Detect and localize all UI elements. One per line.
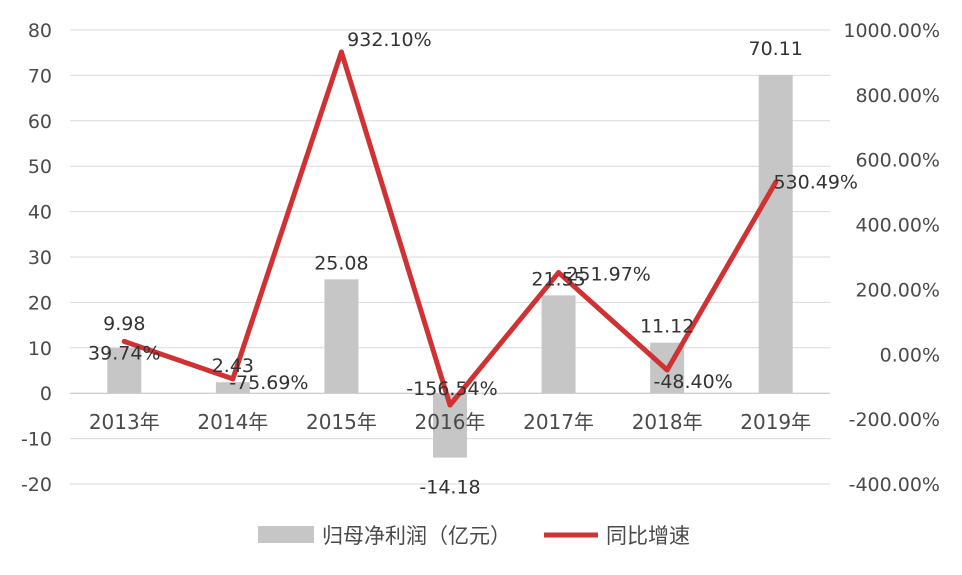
bar [215, 382, 250, 394]
line-value-label: 932.10% [347, 29, 432, 51]
category-label: 2014年 [197, 410, 268, 434]
right-tick-label: 1000.00% [843, 20, 940, 42]
right-tick-label: -200.00% [849, 409, 940, 431]
bar-value-label: 11.12 [640, 316, 694, 338]
bar [324, 279, 359, 394]
right-tick-label: 200.00% [855, 279, 940, 301]
line-value-label: -75.69% [229, 372, 308, 394]
bar-value-label: 25.08 [314, 252, 368, 274]
line-point [338, 49, 344, 55]
line-point [121, 338, 127, 344]
left-tick-label: 60 [28, 111, 52, 133]
left-tick-label: 70 [28, 65, 52, 87]
right-tick-label: 400.00% [855, 215, 940, 237]
bar-value-label: 9.98 [103, 313, 145, 335]
left-tick-label: 40 [28, 202, 52, 224]
growth-line [121, 49, 779, 408]
legend-bar-swatch [258, 526, 314, 543]
legend-bar-label: 归母净利润（亿元） [322, 524, 511, 548]
bar-value-label: 2.43 [212, 355, 254, 377]
bar [541, 295, 576, 394]
line-series [121, 49, 779, 408]
left-tick-label: 30 [28, 247, 52, 269]
bar-value-label: -14.18 [419, 477, 480, 499]
bar-value-label: 21.55 [531, 268, 585, 290]
left-tick-label: 20 [28, 292, 52, 314]
bar [758, 74, 793, 394]
line-point [664, 367, 670, 373]
left-tick-label: -10 [21, 429, 52, 451]
bar-series [107, 74, 793, 458]
line-point [447, 402, 453, 408]
line-value-label: 39.74% [88, 342, 160, 364]
left-y-axis: 80 70 60 50 40 30 20 10 0 -10 -20 [21, 20, 52, 496]
left-tick-label: 50 [28, 156, 52, 178]
legend: 归母净利润（亿元） 同比增速 [258, 524, 690, 548]
line-value-label: -156.54% [406, 378, 497, 400]
category-label: 2018年 [632, 410, 703, 434]
x-axis: 2013年 2014年 2015年 2016年 2017年 2018年 2019年 [89, 410, 811, 434]
right-tick-label: -400.00% [849, 474, 940, 496]
right-tick-label: 800.00% [855, 85, 940, 107]
line-value-label: -48.40% [653, 371, 732, 393]
left-tick-label: 80 [28, 20, 52, 42]
line-point [773, 179, 779, 185]
bar-value-label: 70.11 [749, 38, 803, 60]
category-label: 2019年 [740, 410, 811, 434]
category-label: 2015年 [306, 410, 377, 434]
data-labels: 9.98 2.43 25.08 -14.18 21.55 11.12 70.11 39.74%… [88, 29, 858, 499]
left-tick-label: 0 [40, 383, 52, 405]
left-tick-label: -20 [21, 474, 52, 496]
line-value-label: 251.97% [566, 264, 651, 286]
line-point [556, 270, 562, 276]
legend-line-label: 同比增速 [606, 524, 690, 548]
category-label: 2016年 [415, 410, 486, 434]
right-y-axis: 1000.00% 800.00% 600.00% 400.00% 200.00% 0.00… [843, 20, 940, 496]
left-tick-label: 10 [28, 338, 52, 360]
bar [107, 347, 142, 394]
line-value-label: 530.49% [773, 171, 858, 193]
category-label: 2013年 [89, 410, 160, 434]
right-tick-label: 600.00% [855, 150, 940, 172]
category-label: 2017年 [523, 410, 594, 434]
line-point [230, 376, 236, 382]
right-tick-label: 0.00% [880, 344, 940, 366]
